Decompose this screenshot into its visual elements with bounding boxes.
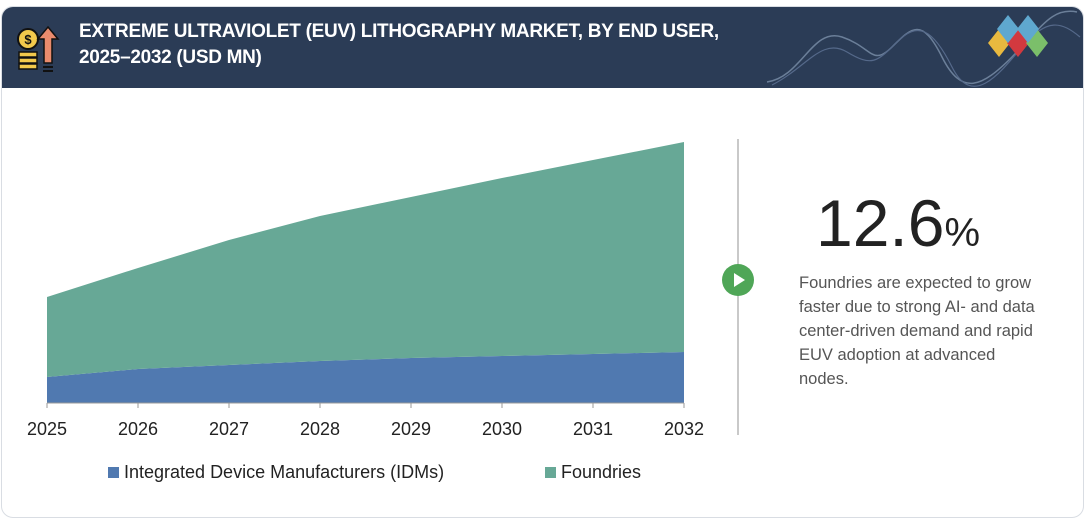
legend-swatch-foundries <box>545 467 556 478</box>
area-foundries <box>47 142 684 377</box>
x-tick-label: 2031 <box>573 419 613 439</box>
x-tick-label: 2032 <box>664 419 704 439</box>
x-tick-label: 2029 <box>391 419 431 439</box>
legend-label-idms: Integrated Device Manufacturers (IDMs) <box>124 462 445 482</box>
legend-item-foundries: Foundries <box>545 462 641 483</box>
play-icon[interactable] <box>722 264 754 296</box>
x-tick-label: 2028 <box>300 419 340 439</box>
x-tick-label: 2025 <box>27 419 67 439</box>
cagr-description: Foundries are expected to grow faster du… <box>799 274 1035 388</box>
title-line-1: EXTREME ULTRAVIOLET (EUV) LITHOGRAPHY MA… <box>79 21 719 42</box>
svg-text:$: $ <box>24 32 32 47</box>
chart-title: EXTREME ULTRAVIOLET (EUV) LITHOGRAPHY MA… <box>79 19 719 71</box>
header: $ EXTREME ULTRAVIOLET (EUV) LITHOGRAPHY … <box>2 7 1083 88</box>
x-tick-label: 2027 <box>209 419 249 439</box>
legend-swatch-idms <box>108 467 119 478</box>
cagr-unit: % <box>944 211 981 255</box>
area-idms <box>47 352 684 403</box>
title-line-2: 2025–2032 (USD MN) <box>79 47 262 68</box>
cagr-number: 12.6 <box>816 186 945 260</box>
cagr-value: 12.6% <box>816 183 980 273</box>
x-tick-label: 2026 <box>118 419 158 439</box>
decorative-waves-diamonds-icon <box>766 10 1081 87</box>
legend-label-foundries: Foundries <box>561 462 642 482</box>
legend-item-idms: Integrated Device Manufacturers (IDMs) <box>108 462 444 483</box>
x-tick-label: 2030 <box>482 419 522 439</box>
coins-growth-icon: $ <box>17 25 60 72</box>
